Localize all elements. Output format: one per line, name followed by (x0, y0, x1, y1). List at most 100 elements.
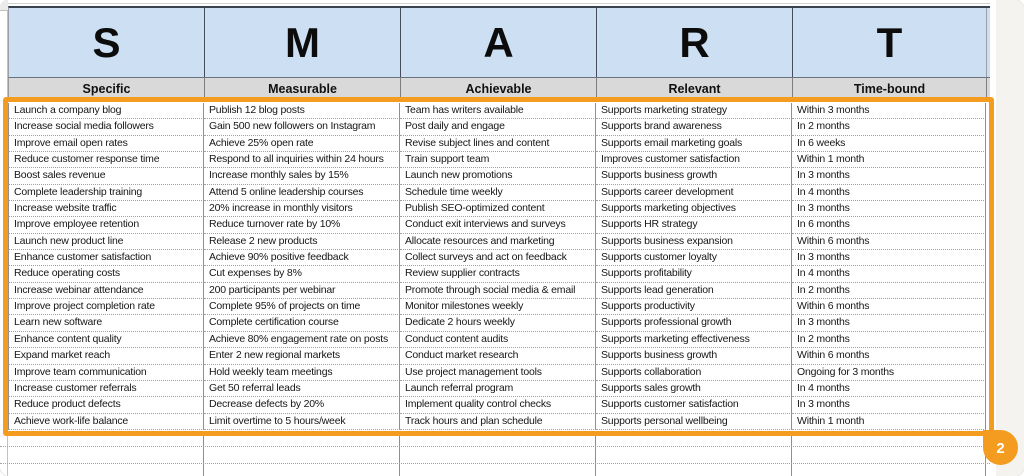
table-cell[interactable]: 200 participants per webinar (204, 282, 400, 300)
table-cell[interactable]: Supports marketing objectives (596, 201, 792, 218)
table-cell[interactable]: Use project management tools (400, 364, 596, 381)
table-cell[interactable]: In 4 months (792, 184, 986, 202)
empty-cell[interactable] (8, 436, 204, 476)
table-cell[interactable]: Supports business growth (596, 348, 792, 365)
table-cell[interactable]: Supports business growth (596, 168, 792, 185)
table-cell[interactable]: Within 6 months (792, 233, 986, 251)
table-cell[interactable]: Improve employee retention (8, 217, 204, 234)
table-cell[interactable]: Supports professional growth (596, 315, 792, 332)
table-cell[interactable]: Team has writers available (400, 103, 596, 120)
table-cell[interactable]: Complete 95% of projects on time (204, 299, 400, 316)
table-cell[interactable]: Supports collaboration (596, 364, 792, 381)
table-cell[interactable]: In 2 months (792, 282, 986, 300)
table-cell[interactable]: In 2 months (792, 119, 986, 136)
table-cell[interactable]: Launch new promotions (400, 168, 596, 185)
empty-cell[interactable] (400, 436, 596, 476)
column-header-cell[interactable]: Measurable (205, 78, 401, 99)
table-cell[interactable]: Boost sales revenue (8, 168, 204, 185)
table-cell[interactable]: Post daily and engage (400, 119, 596, 136)
table-cell[interactable]: Increase website traffic (8, 201, 204, 218)
table-cell[interactable]: Increase customer referrals (8, 380, 204, 398)
table-cell[interactable]: Reduce turnover rate by 10% (204, 217, 400, 234)
table-cell[interactable]: Supports personal wellbeing (596, 413, 792, 430)
table-cell[interactable]: Allocate resources and marketing (400, 233, 596, 251)
table-cell[interactable]: Dedicate 2 hours weekly (400, 315, 596, 332)
empty-cell[interactable] (204, 436, 400, 476)
table-cell[interactable]: Improve team communication (8, 364, 204, 381)
smart-letter-cell[interactable]: R (597, 8, 793, 77)
table-cell[interactable]: Within 3 months (792, 103, 986, 120)
table-cell[interactable]: Supports sales growth (596, 380, 792, 398)
table-cell[interactable]: Supports business expansion (596, 233, 792, 251)
table-cell[interactable]: Release 2 new products (204, 233, 400, 251)
table-cell[interactable]: In 3 months (792, 250, 986, 267)
table-cell[interactable]: Conduct market research (400, 348, 596, 365)
smart-letter-cell[interactable]: A (401, 8, 597, 77)
table-cell[interactable]: Implement quality control checks (400, 397, 596, 414)
table-cell[interactable]: Schedule time weekly (400, 184, 596, 202)
table-cell[interactable]: In 3 months (792, 397, 986, 414)
table-cell[interactable]: Improves customer satisfaction (596, 152, 792, 169)
table-cell[interactable]: In 4 months (792, 266, 986, 283)
table-cell[interactable]: Launch referral program (400, 380, 596, 398)
table-cell[interactable]: 20% increase in monthly visitors (204, 201, 400, 218)
table-cell[interactable]: Launch new product line (8, 233, 204, 251)
table-cell[interactable]: Respond to all inquiries within 24 hours (204, 152, 400, 169)
table-cell[interactable]: Reduce product defects (8, 397, 204, 414)
table-cell[interactable]: Supports brand awareness (596, 119, 792, 136)
table-cell[interactable]: Increase monthly sales by 15% (204, 168, 400, 185)
table-cell[interactable]: Conduct exit interviews and surveys (400, 217, 596, 234)
table-cell[interactable]: In 3 months (792, 315, 986, 332)
table-cell[interactable]: Reduce customer response time (8, 152, 204, 169)
table-cell[interactable]: In 4 months (792, 380, 986, 398)
table-cell[interactable]: Publish 12 blog posts (204, 103, 400, 120)
table-cell[interactable]: Decrease defects by 20% (204, 397, 400, 414)
table-cell[interactable]: Enhance content quality (8, 331, 204, 349)
table-cell[interactable]: Supports marketing strategy (596, 103, 792, 120)
table-cell[interactable]: Increase social media followers (8, 119, 204, 136)
table-cell[interactable]: Get 50 referral leads (204, 380, 400, 398)
table-cell[interactable]: Supports email marketing goals (596, 135, 792, 153)
table-cell[interactable]: Improve project completion rate (8, 299, 204, 316)
table-cell[interactable]: Conduct content audits (400, 331, 596, 349)
column-header-cell[interactable]: Time-bound (793, 78, 987, 99)
smart-letter-cell[interactable]: T (793, 8, 987, 77)
table-cell[interactable]: In 6 months (792, 217, 986, 234)
smart-letter-cell[interactable]: M (205, 8, 401, 77)
table-cell[interactable]: Complete certification course (204, 315, 400, 332)
table-cell[interactable]: Attend 5 online leadership courses (204, 184, 400, 202)
table-cell[interactable]: Limit overtime to 5 hours/week (204, 413, 400, 430)
column-header-cell[interactable]: Achievable (401, 78, 597, 99)
smart-letter-cell[interactable]: S (9, 8, 205, 77)
table-cell[interactable]: Achieve 90% positive feedback (204, 250, 400, 267)
annotation-marker-2[interactable]: 2 (983, 430, 1018, 465)
table-cell[interactable]: Enter 2 new regional markets (204, 348, 400, 365)
table-cell[interactable]: Hold weekly team meetings (204, 364, 400, 381)
table-cell[interactable]: Achieve 80% engagement rate on posts (204, 331, 400, 349)
table-cell[interactable]: Launch a company blog (8, 103, 204, 120)
table-cell[interactable]: Within 1 month (792, 413, 986, 430)
table-cell[interactable]: Track hours and plan schedule (400, 413, 596, 430)
table-cell[interactable]: Enhance customer satisfaction (8, 250, 204, 267)
table-cell[interactable]: In 6 weeks (792, 135, 986, 153)
table-cell[interactable]: Train support team (400, 152, 596, 169)
table-cell[interactable]: Promote through social media & email (400, 282, 596, 300)
table-cell[interactable]: Supports career development (596, 184, 792, 202)
table-cell[interactable]: Monitor milestones weekly (400, 299, 596, 316)
table-cell[interactable]: Increase webinar attendance (8, 282, 204, 300)
empty-cell[interactable] (792, 436, 986, 476)
table-cell[interactable]: Supports marketing effectiveness (596, 331, 792, 349)
table-cell[interactable]: In 3 months (792, 168, 986, 185)
table-cell[interactable]: Cut expenses by 8% (204, 266, 400, 283)
table-cell[interactable]: Revise subject lines and content (400, 135, 596, 153)
table-cell[interactable]: Supports productivity (596, 299, 792, 316)
empty-cell[interactable] (596, 436, 792, 476)
table-cell[interactable]: Reduce operating costs (8, 266, 204, 283)
table-cell[interactable]: Ongoing for 3 months (792, 364, 986, 381)
table-cell[interactable]: Supports customer loyalty (596, 250, 792, 267)
table-cell[interactable]: Within 6 months (792, 348, 986, 365)
table-cell[interactable]: In 3 months (792, 201, 986, 218)
table-cell[interactable]: Complete leadership training (8, 184, 204, 202)
table-cell[interactable]: Improve email open rates (8, 135, 204, 153)
table-cell[interactable]: Review supplier contracts (400, 266, 596, 283)
